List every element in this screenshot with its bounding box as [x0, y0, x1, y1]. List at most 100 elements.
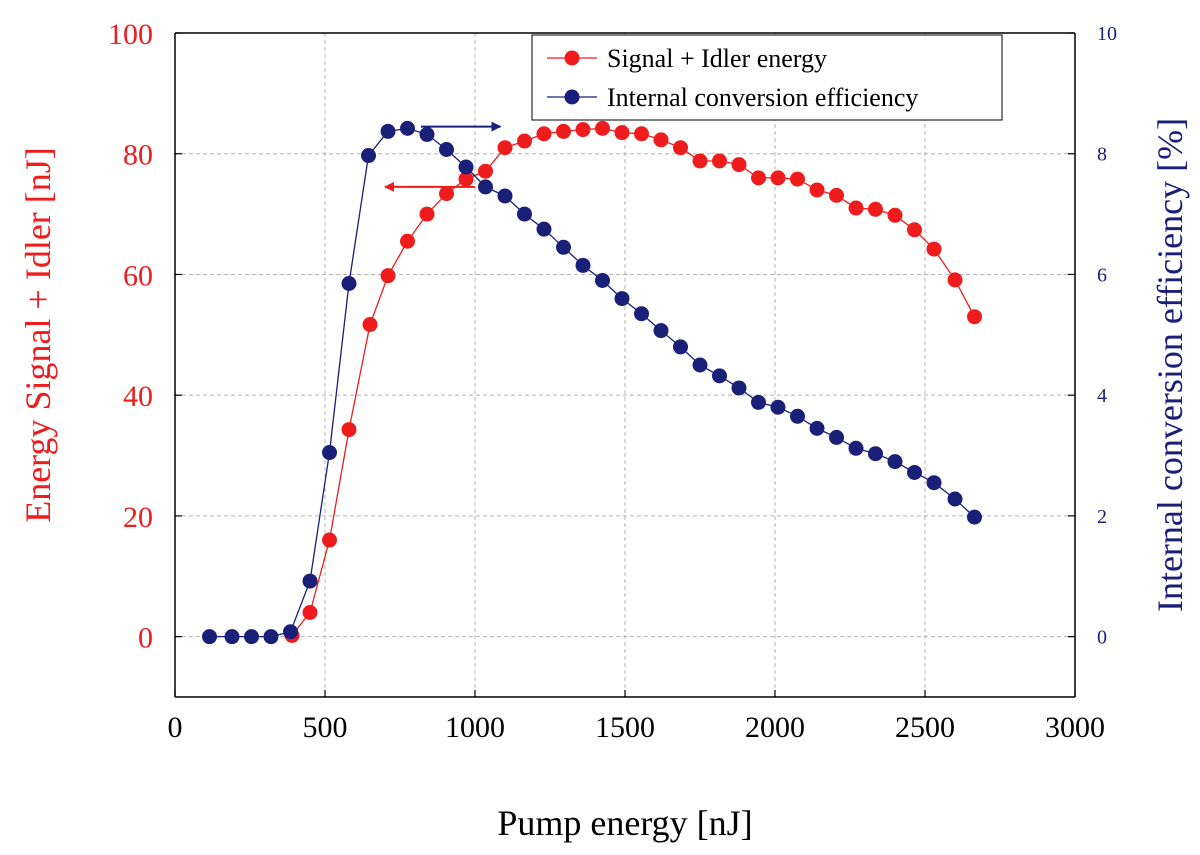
efficiency-point-39 [967, 509, 982, 525]
left-y-axis-title: Energy Signal + Idler [nJ] [18, 147, 58, 523]
left-y-tick-label-40: 40 [123, 380, 153, 413]
signal-idler-point-23 [731, 157, 747, 173]
efficiency-point-18 [556, 239, 571, 255]
signal-idler-point-7 [419, 206, 435, 222]
signal-idler-point-17 [614, 125, 630, 141]
x-tick-label-1000: 1000 [445, 711, 505, 744]
right-y-tick-label-0: 0 [1097, 627, 1107, 649]
left-y-tick-label-20: 20 [123, 501, 153, 534]
signal-idler-point-33 [926, 241, 942, 257]
signal-idler-point-8 [439, 186, 454, 202]
efficiency-point-16 [517, 206, 532, 222]
legend-marker-efficiency [564, 89, 580, 105]
signal-idler-point-5 [380, 268, 396, 284]
efficiency-point-30 [790, 408, 805, 424]
efficiency-point-21 [614, 291, 630, 307]
efficiency-point-31 [809, 420, 825, 436]
efficiency-point-23 [653, 323, 669, 339]
signal-idler-point-1 [302, 604, 318, 620]
x-axis-title: Pump energy [nJ] [497, 803, 752, 843]
efficiency-point-9 [380, 123, 396, 139]
efficiency-point-14 [478, 179, 493, 195]
x-tick-label-2000: 2000 [745, 711, 805, 744]
left-y-tick-label-0: 0 [138, 622, 153, 655]
right-y-tick-label-6: 6 [1097, 264, 1107, 286]
efficiency-point-2 [244, 629, 259, 645]
signal-idler-point-26 [790, 171, 805, 187]
signal-idler-point-13 [536, 126, 552, 142]
x-tick-label-500: 500 [303, 711, 348, 744]
efficiency-point-28 [751, 394, 766, 410]
signal-idler-point-4 [362, 317, 378, 333]
efficiency-point-29 [770, 399, 786, 415]
right-y-tick-label-2: 2 [1097, 506, 1107, 528]
efficiency-point-36 [907, 464, 922, 480]
right-y-tick-label-4: 4 [1097, 385, 1107, 407]
efficiency-point-1 [224, 629, 240, 645]
right-y-tick-label-10: 10 [1097, 23, 1117, 45]
efficiency-point-27 [731, 380, 747, 396]
left-y-tick-label-80: 80 [123, 139, 153, 172]
signal-idler-point-16 [595, 120, 610, 136]
efficiency-point-7 [341, 276, 357, 292]
legend: Signal + Idler energy Internal conversio… [531, 34, 1003, 121]
efficiency-line [209, 127, 975, 638]
efficiency-point-35 [887, 454, 903, 470]
right-y-tick-label-8: 8 [1097, 144, 1107, 166]
legend-label-efficiency: Internal conversion efficiency [607, 83, 918, 112]
efficiency-point-24 [673, 339, 688, 355]
efficiency-point-22 [634, 306, 649, 322]
left-y-tick-label-60: 60 [123, 259, 153, 292]
signal-idler-point-32 [907, 222, 922, 238]
signal-idler-point-27 [809, 182, 825, 198]
signal-idler-point-31 [887, 207, 903, 223]
right-y-axis-title: Internal conversion efficiency [%] [1150, 118, 1190, 612]
efficiency-point-4 [283, 624, 298, 640]
signal-idler-point-20 [673, 140, 688, 156]
tick-labels: 0 500 1000 1500 2000 2500 30000204060801000246… [108, 18, 1117, 744]
efficiency-point-3 [263, 629, 279, 645]
efficiency-point-12 [439, 142, 454, 158]
efficiency-point-34 [868, 446, 883, 462]
signal-idler-point-21 [692, 153, 708, 169]
grid [175, 33, 1075, 697]
plot-frame [174, 32, 1076, 698]
signal-idler-point-18 [634, 126, 649, 142]
signal-idler-point-2 [322, 532, 337, 548]
signal-idler-point-22 [712, 153, 727, 169]
efficiency-point-25 [692, 357, 708, 373]
signal-idler-point-3 [341, 422, 357, 438]
efficiency-point-6 [322, 445, 337, 461]
signal-idler-point-12 [517, 133, 532, 149]
signal-idler-point-9 [458, 171, 474, 187]
signal-idler-point-19 [653, 132, 669, 148]
efficiency-point-17 [536, 221, 552, 237]
signal-idler-point-30 [868, 201, 883, 217]
signal-idler-point-11 [497, 140, 513, 156]
legend-marker-signal [564, 50, 580, 66]
signal-idler-point-28 [829, 187, 844, 203]
efficiency-point-10 [400, 120, 415, 136]
signal-idler-point-35 [967, 309, 982, 325]
signal-idler-point-25 [770, 170, 786, 186]
efficiency-point-19 [575, 257, 591, 273]
legend-label-signal: Signal + Idler energy [607, 44, 827, 73]
efficiency-point-26 [712, 368, 727, 384]
signal-idler-point-14 [556, 123, 571, 139]
efficiency-point-37 [926, 475, 942, 491]
efficiency-point-32 [829, 429, 844, 445]
annotations [384, 121, 502, 192]
signal-idler-point-34 [947, 272, 963, 288]
efficiency-point-33 [848, 440, 864, 456]
signal-idler-point-10 [478, 163, 493, 179]
x-tick-label-2500: 2500 [895, 711, 955, 744]
efficiency-point-8 [361, 148, 376, 164]
signal-idler-point-15 [575, 122, 591, 138]
x-tick-label-3000: 3000 [1045, 711, 1105, 744]
efficiency-point-0 [202, 629, 217, 645]
signal-idler-point-24 [751, 170, 766, 186]
data-series [202, 120, 982, 645]
x-tick-label-1500: 1500 [595, 711, 655, 744]
efficiency-point-38 [947, 491, 963, 507]
